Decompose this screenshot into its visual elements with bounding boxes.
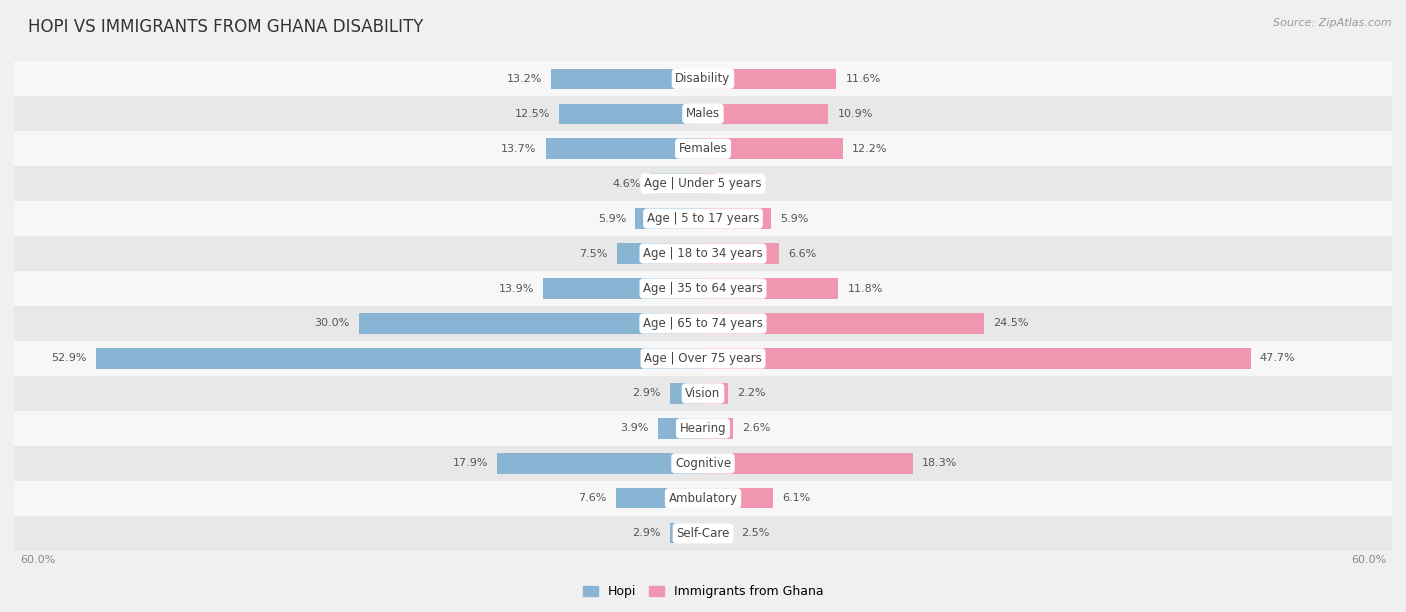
Bar: [617, 244, 703, 264]
Bar: [14, 376, 1392, 411]
Text: Age | Over 75 years: Age | Over 75 years: [644, 352, 762, 365]
Bar: [546, 138, 703, 159]
Text: 60.0%: 60.0%: [20, 555, 55, 565]
Text: 1.2%: 1.2%: [725, 179, 755, 188]
Text: 17.9%: 17.9%: [453, 458, 488, 468]
Text: 12.5%: 12.5%: [515, 109, 550, 119]
Text: 52.9%: 52.9%: [51, 354, 86, 364]
Bar: [703, 348, 1251, 368]
Bar: [703, 138, 844, 159]
Bar: [703, 313, 984, 334]
Text: 2.9%: 2.9%: [633, 389, 661, 398]
Bar: [669, 523, 703, 543]
Text: 12.2%: 12.2%: [852, 144, 887, 154]
Bar: [636, 209, 703, 229]
Text: 18.3%: 18.3%: [922, 458, 957, 468]
Text: 24.5%: 24.5%: [994, 318, 1029, 329]
Text: Ambulatory: Ambulatory: [668, 492, 738, 505]
Text: 2.2%: 2.2%: [738, 389, 766, 398]
Bar: [703, 103, 828, 124]
Text: 4.6%: 4.6%: [613, 179, 641, 188]
Bar: [14, 131, 1392, 166]
Text: 5.9%: 5.9%: [598, 214, 626, 223]
Bar: [703, 418, 733, 439]
Text: Vision: Vision: [685, 387, 721, 400]
Text: Age | 65 to 74 years: Age | 65 to 74 years: [643, 317, 763, 330]
Text: 7.5%: 7.5%: [579, 248, 607, 258]
Bar: [14, 341, 1392, 376]
Bar: [703, 278, 838, 299]
Text: HOPI VS IMMIGRANTS FROM GHANA DISABILITY: HOPI VS IMMIGRANTS FROM GHANA DISABILITY: [28, 18, 423, 36]
Text: Age | Under 5 years: Age | Under 5 years: [644, 177, 762, 190]
Text: 3.9%: 3.9%: [620, 424, 650, 433]
Text: Females: Females: [679, 142, 727, 155]
Text: 2.5%: 2.5%: [741, 528, 769, 539]
Bar: [703, 209, 770, 229]
Bar: [616, 488, 703, 509]
Text: 2.9%: 2.9%: [633, 528, 661, 539]
Bar: [669, 383, 703, 403]
Bar: [560, 103, 703, 124]
Bar: [14, 271, 1392, 306]
Text: 13.7%: 13.7%: [501, 144, 537, 154]
Text: Source: ZipAtlas.com: Source: ZipAtlas.com: [1274, 18, 1392, 28]
Bar: [551, 69, 703, 89]
Text: Self-Care: Self-Care: [676, 527, 730, 540]
Bar: [14, 166, 1392, 201]
Text: 30.0%: 30.0%: [314, 318, 349, 329]
Legend: Hopi, Immigrants from Ghana: Hopi, Immigrants from Ghana: [578, 580, 828, 603]
Bar: [14, 61, 1392, 96]
Text: 2.6%: 2.6%: [742, 424, 770, 433]
Text: Cognitive: Cognitive: [675, 457, 731, 470]
Text: Age | 35 to 64 years: Age | 35 to 64 years: [643, 282, 763, 295]
Text: Hearing: Hearing: [679, 422, 727, 435]
Text: 7.6%: 7.6%: [578, 493, 606, 503]
Bar: [14, 236, 1392, 271]
Bar: [703, 173, 717, 194]
Text: 6.6%: 6.6%: [787, 248, 817, 258]
Bar: [14, 516, 1392, 551]
Text: 6.1%: 6.1%: [782, 493, 810, 503]
Text: 10.9%: 10.9%: [838, 109, 873, 119]
Bar: [96, 348, 703, 368]
Bar: [359, 313, 703, 334]
Bar: [14, 96, 1392, 131]
Bar: [14, 306, 1392, 341]
Bar: [14, 201, 1392, 236]
Bar: [14, 446, 1392, 481]
Bar: [498, 453, 703, 474]
Bar: [543, 278, 703, 299]
Text: 13.2%: 13.2%: [508, 73, 543, 84]
Bar: [703, 453, 912, 474]
Bar: [703, 488, 773, 509]
Text: Males: Males: [686, 107, 720, 120]
Bar: [658, 418, 703, 439]
Bar: [703, 383, 728, 403]
Bar: [703, 244, 779, 264]
Text: Age | 5 to 17 years: Age | 5 to 17 years: [647, 212, 759, 225]
Bar: [703, 523, 731, 543]
Text: 11.6%: 11.6%: [845, 73, 880, 84]
Text: 5.9%: 5.9%: [780, 214, 808, 223]
Text: 13.9%: 13.9%: [499, 283, 534, 294]
Bar: [703, 69, 837, 89]
Bar: [14, 411, 1392, 446]
Text: Age | 18 to 34 years: Age | 18 to 34 years: [643, 247, 763, 260]
Bar: [650, 173, 703, 194]
Text: 11.8%: 11.8%: [848, 283, 883, 294]
Text: 60.0%: 60.0%: [1351, 555, 1386, 565]
Text: Disability: Disability: [675, 72, 731, 85]
Text: 47.7%: 47.7%: [1260, 354, 1295, 364]
Bar: [14, 481, 1392, 516]
